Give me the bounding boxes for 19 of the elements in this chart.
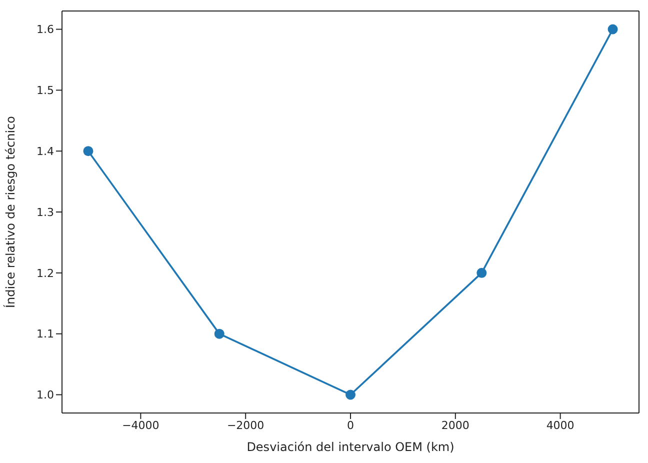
point: [83, 146, 94, 156]
point: [476, 268, 487, 278]
x-tick-label: 4000: [546, 418, 574, 432]
y-tick-label: 1.6: [36, 23, 54, 36]
point: [346, 390, 356, 400]
y-tick-label: 1.2: [36, 266, 54, 280]
y-tick-label: 1.0: [36, 388, 54, 402]
point: [608, 24, 618, 34]
y-tick-label: 1.1: [36, 328, 54, 341]
x-axis-title: Desviación del intervalo OEM (km): [246, 440, 454, 454]
y-tick-label: 1.5: [36, 84, 54, 98]
y-tick-label: 1.4: [36, 144, 54, 158]
y-tick-label: 1.3: [36, 206, 54, 219]
point: [214, 328, 224, 339]
x-tick-label: 0: [347, 418, 354, 432]
x-tick-label: −2000: [226, 418, 264, 432]
x-tick-label: 2000: [441, 418, 470, 432]
x-tick-label: −4000: [122, 418, 160, 432]
y-axis-title: Índice relativo de riesgo técnico: [2, 116, 18, 308]
